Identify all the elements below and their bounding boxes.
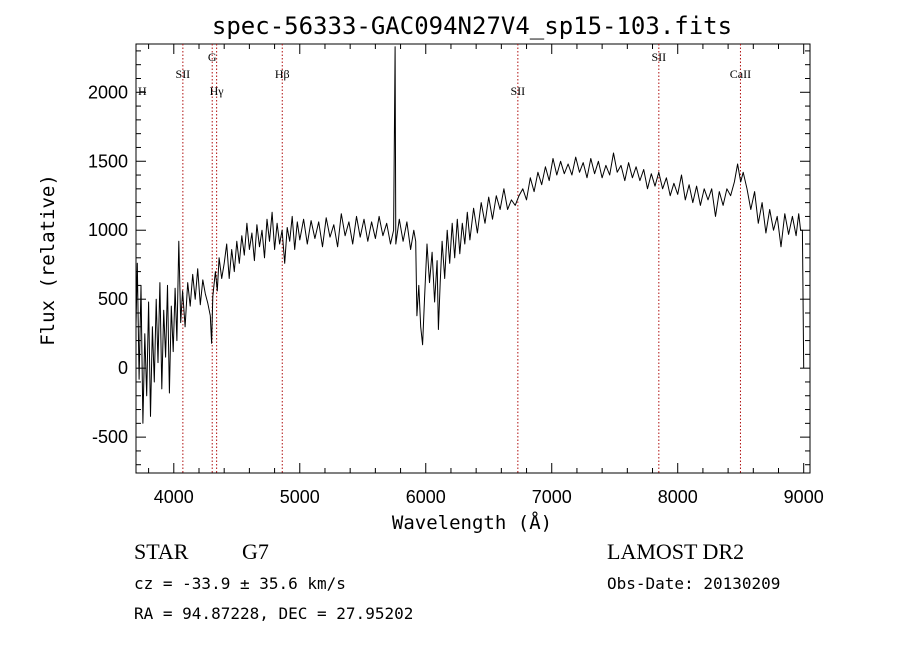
spectral-line-label: SII (176, 67, 191, 81)
x-tick-label: 9000 (784, 487, 824, 507)
y-tick-label: 0 (118, 358, 128, 378)
x-tick-label: 8000 (658, 487, 698, 507)
x-tick-label: 6000 (406, 487, 446, 507)
x-tick-label: 5000 (280, 487, 320, 507)
observation-date: Obs-Date: 20130209 (607, 574, 780, 593)
y-tick-label: 1000 (88, 220, 128, 240)
y-tick-label: 2000 (88, 82, 128, 102)
coordinates: RA = 94.87228, DEC = 27.95202 (134, 604, 413, 623)
spectral-line-label: H (138, 84, 147, 98)
spectral-line-label: Hγ (210, 84, 225, 98)
spectral-line-label: G (208, 50, 217, 64)
object-subclass: G7 (242, 539, 269, 564)
chart-title: spec-56333-GAC094N27V4_sp15-103.fits (212, 12, 732, 40)
y-axis-label: Flux (relative) (37, 174, 59, 346)
survey-name: LAMOST DR2 (607, 539, 744, 564)
spectral-line-label: Hβ (275, 67, 290, 81)
spectral-line-label: SII (511, 84, 526, 98)
redshift-velocity: cz = -33.9 ± 35.6 km/s (134, 574, 346, 593)
spectral-line-label: SII (651, 50, 666, 64)
y-tick-label: 1500 (88, 151, 128, 171)
spectral-line-label: CaII (730, 67, 751, 81)
plot-frame (135, 43, 811, 474)
x-axis-label: Wavelength (Å) (392, 511, 552, 534)
y-tick-label: 500 (98, 289, 128, 309)
plot-area: 4000 5000 6000 7000 8000 9000 -500 0 500 1000 1500… (88, 43, 824, 507)
x-tick-label: 4000 (154, 487, 194, 507)
spectrum-series-line (135, 46, 805, 424)
object-class: STAR (134, 539, 189, 564)
x-tick-label: 7000 (532, 487, 572, 507)
y-tick-label: -500 (92, 427, 128, 447)
